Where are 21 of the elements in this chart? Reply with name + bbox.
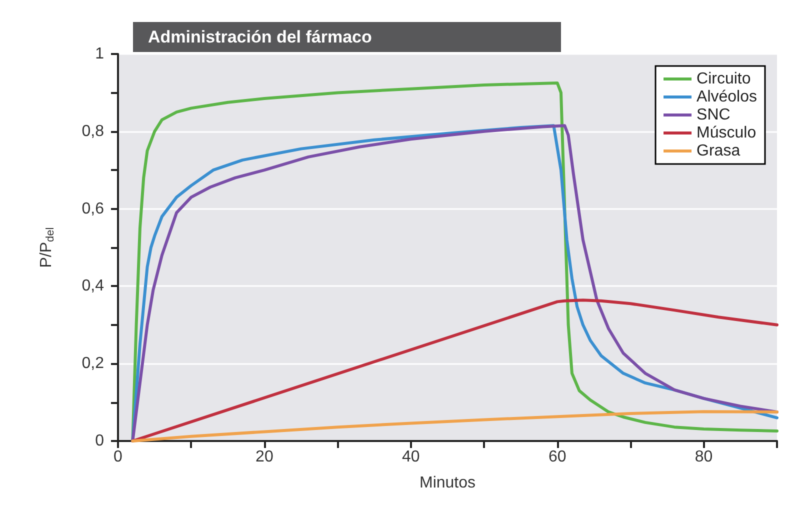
x-axis-title: Minutos xyxy=(419,474,476,492)
x-tick-label: 60 xyxy=(548,448,566,466)
x-tick-label: 0 xyxy=(114,448,123,466)
text: Administración del fármaco xyxy=(148,28,372,46)
line-series xyxy=(131,410,778,442)
y-tick-label: 0,2 xyxy=(82,355,104,372)
y-tick-label: 0,8 xyxy=(82,122,104,140)
x-tick-label: 20 xyxy=(256,448,274,466)
x-tick-label: 40 xyxy=(402,448,420,466)
legend-label: Músculo xyxy=(696,124,756,142)
legend-label: Alvéolos xyxy=(696,88,758,106)
y-tick-label: 0 xyxy=(95,432,104,450)
y-tick-label: 0,6 xyxy=(82,200,104,218)
legend-label: Circuito xyxy=(696,70,751,88)
x-tick-label: 80 xyxy=(694,448,713,466)
y-tick-label: 1 xyxy=(95,46,104,62)
legend-label: SNC xyxy=(696,106,730,124)
line-series xyxy=(131,298,778,442)
y-axis-title: P/Pdel xyxy=(38,227,56,268)
legend-label: Grasa xyxy=(696,142,740,160)
y-tick-label: 0,4 xyxy=(82,278,104,295)
